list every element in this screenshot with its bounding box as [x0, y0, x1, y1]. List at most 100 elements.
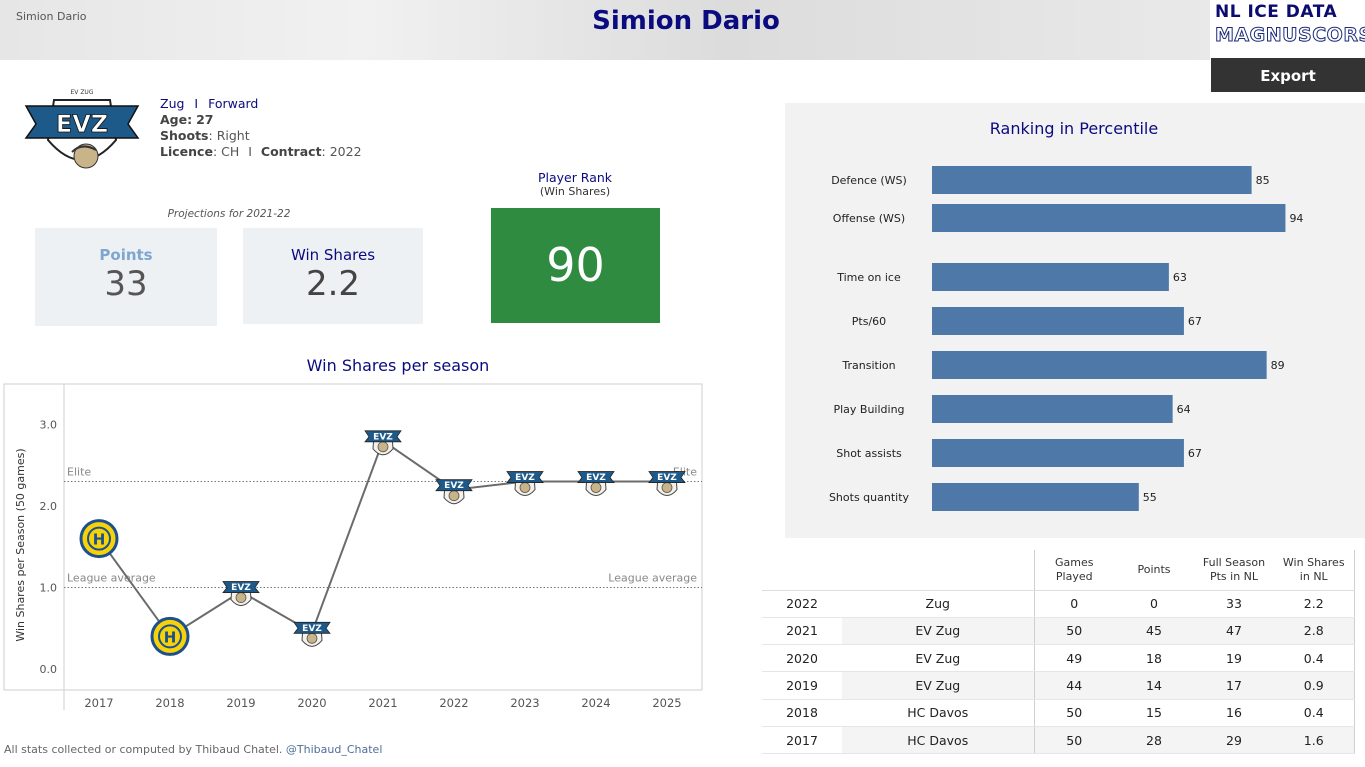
ws-y-tick-label: 0.0	[40, 663, 58, 676]
ws-x-tick-label: 2025	[652, 696, 681, 710]
cell-points: 45	[1114, 617, 1194, 646]
brand-line-2: MAGNUSCORSI	[1214, 24, 1365, 47]
ws-x-tick-label: 2018	[155, 696, 184, 710]
evz-logo-point: EVZ	[577, 471, 615, 497]
header-banner	[0, 0, 1210, 60]
cell-points: 15	[1114, 699, 1194, 727]
footer-handle-link[interactable]: @Thibaud_Chatel	[285, 743, 383, 756]
cell-points: 28	[1114, 726, 1194, 755]
evz-logo-point: EVZ	[506, 471, 544, 497]
svg-text:EV ZUG: EV ZUG	[71, 89, 94, 96]
evz-logo-point: EVZ	[293, 621, 331, 647]
percentile-value-label: 63	[1173, 271, 1187, 284]
player-shoots: Shoots: Right	[160, 128, 250, 143]
evz-logo-point: EVZ	[364, 430, 402, 456]
team-logo-icon: EVZ EV ZUG	[24, 89, 140, 169]
projected-points-label: Points	[99, 246, 153, 264]
evz-logo-point: EVZ	[222, 581, 260, 607]
percentile-bar	[932, 351, 1267, 379]
projected-ws-label: Win Shares	[290, 246, 376, 264]
ws-chart-frame	[3, 383, 703, 691]
cell-year: 2018	[762, 699, 842, 727]
davos-logo-point: H	[79, 519, 119, 559]
info-separator: I	[194, 96, 199, 111]
table-row: 2022 Zug 0 0 33 2.2	[762, 590, 1355, 618]
svg-text:H: H	[164, 628, 177, 646]
header-win-shares: Win Shares in NL	[1274, 550, 1355, 591]
percentile-category-label: Offense (WS)	[833, 212, 905, 225]
cell-team: HC Davos	[842, 726, 1034, 755]
cell-games: 50	[1033, 699, 1114, 727]
cell-points: 0	[1114, 590, 1194, 618]
cell-win-shares: 2.2	[1274, 590, 1355, 618]
ws-y-axis-label: Win Shares per Season (50 games)	[14, 448, 27, 641]
header-games-played: Games Played	[1033, 550, 1114, 591]
cell-games: 0	[1033, 590, 1114, 618]
svg-text:EVZ: EVZ	[56, 110, 108, 138]
percentile-bar	[932, 307, 1184, 335]
percentile-bar-chart: Defence (WS) 85 Offense (WS) 94 Time on ice 6…	[829, 166, 1303, 511]
percentile-value-label: 94	[1289, 212, 1303, 225]
cell-team: EV Zug	[842, 617, 1034, 646]
percentile-category-label: Transition	[841, 359, 895, 372]
cell-win-shares: 0.9	[1274, 671, 1355, 700]
percentile-category-label: Pts/60	[852, 315, 886, 328]
cell-win-shares: 2.8	[1274, 617, 1355, 646]
percentile-category-label: Shot assists	[836, 447, 902, 460]
season-stats-table: Games Played Points Full Season Pts in NL …	[762, 550, 1355, 755]
player-info: Zug I Forward Age: 27 Shoots: Right Lice…	[160, 96, 362, 160]
davos-logo-point: H	[150, 616, 190, 656]
percentile-value-label: 67	[1188, 447, 1202, 460]
projections-caption: Projections for 2021-22	[167, 208, 291, 220]
player-team: Zug	[160, 96, 185, 111]
player-team-position: Zug I Forward	[160, 96, 362, 112]
evz-logo-point: EVZ	[648, 471, 686, 497]
table-row: 2019 EV Zug 44 14 17 0.9	[762, 671, 1355, 700]
percentile-bar	[932, 395, 1173, 423]
cell-full-season: 47	[1194, 617, 1274, 646]
cell-team: EV Zug	[842, 644, 1034, 673]
ws-x-tick-label: 2019	[226, 696, 255, 710]
svg-text:EVZ: EVZ	[586, 473, 606, 483]
cell-full-season: 19	[1194, 644, 1274, 673]
player-position: Forward	[208, 96, 259, 111]
cell-points: 14	[1114, 671, 1194, 700]
percentile-bar	[932, 204, 1286, 232]
svg-text:EVZ: EVZ	[373, 432, 393, 442]
percentile-category-label: Play Building	[833, 403, 904, 416]
cell-full-season: 29	[1194, 726, 1274, 755]
percentile-value-label: 67	[1188, 315, 1202, 328]
percentile-bar	[932, 439, 1184, 467]
cell-year: 2022	[762, 590, 842, 618]
header-team	[842, 550, 1034, 591]
percentile-bar	[932, 166, 1252, 194]
cell-team: HC Davos	[842, 699, 1034, 727]
cell-win-shares: 0.4	[1274, 644, 1355, 673]
ws-line-chart: Win Shares per Season (50 games) 0.0 1.0 2…	[3, 383, 703, 710]
table-row: 2018 HC Davos 50 15 16 0.4	[762, 699, 1355, 727]
ws-y-tick-label: 2.0	[40, 500, 58, 513]
ws-x-tick-label: 2023	[510, 696, 539, 710]
brand-logo: NL ICE DATA MAGNUSCORSI	[1211, 0, 1365, 58]
table-header-row: Games Played Points Full Season Pts in NL …	[762, 550, 1355, 591]
ws-reference-label-left: Elite	[67, 466, 91, 479]
ws-y-tick-label: 1.0	[40, 582, 58, 595]
ws-x-tick-label: 2024	[581, 696, 610, 710]
ws-y-tick-label: 3.0	[40, 419, 58, 432]
page-title: Simion Dario	[592, 6, 780, 36]
percentile-value-label: 85	[1256, 174, 1270, 187]
svg-text:EVZ: EVZ	[231, 583, 251, 593]
player-age: Age: 27	[160, 112, 214, 127]
cell-year: 2020	[762, 644, 842, 673]
svg-text:EVZ: EVZ	[444, 481, 464, 491]
export-button[interactable]: Export	[1211, 58, 1365, 92]
svg-text:H: H	[93, 531, 106, 549]
cell-team: Zug	[842, 590, 1034, 618]
cell-full-season: 16	[1194, 699, 1274, 727]
player-rank-subtitle: (Win Shares)	[539, 185, 611, 198]
percentile-category-label: Time on ice	[836, 271, 901, 284]
ws-reference-label-left: League average	[67, 572, 156, 585]
projected-ws-card: Win Shares 2.2	[243, 228, 423, 324]
cell-win-shares: 1.6	[1274, 726, 1355, 755]
cell-team: EV Zug	[842, 671, 1034, 700]
